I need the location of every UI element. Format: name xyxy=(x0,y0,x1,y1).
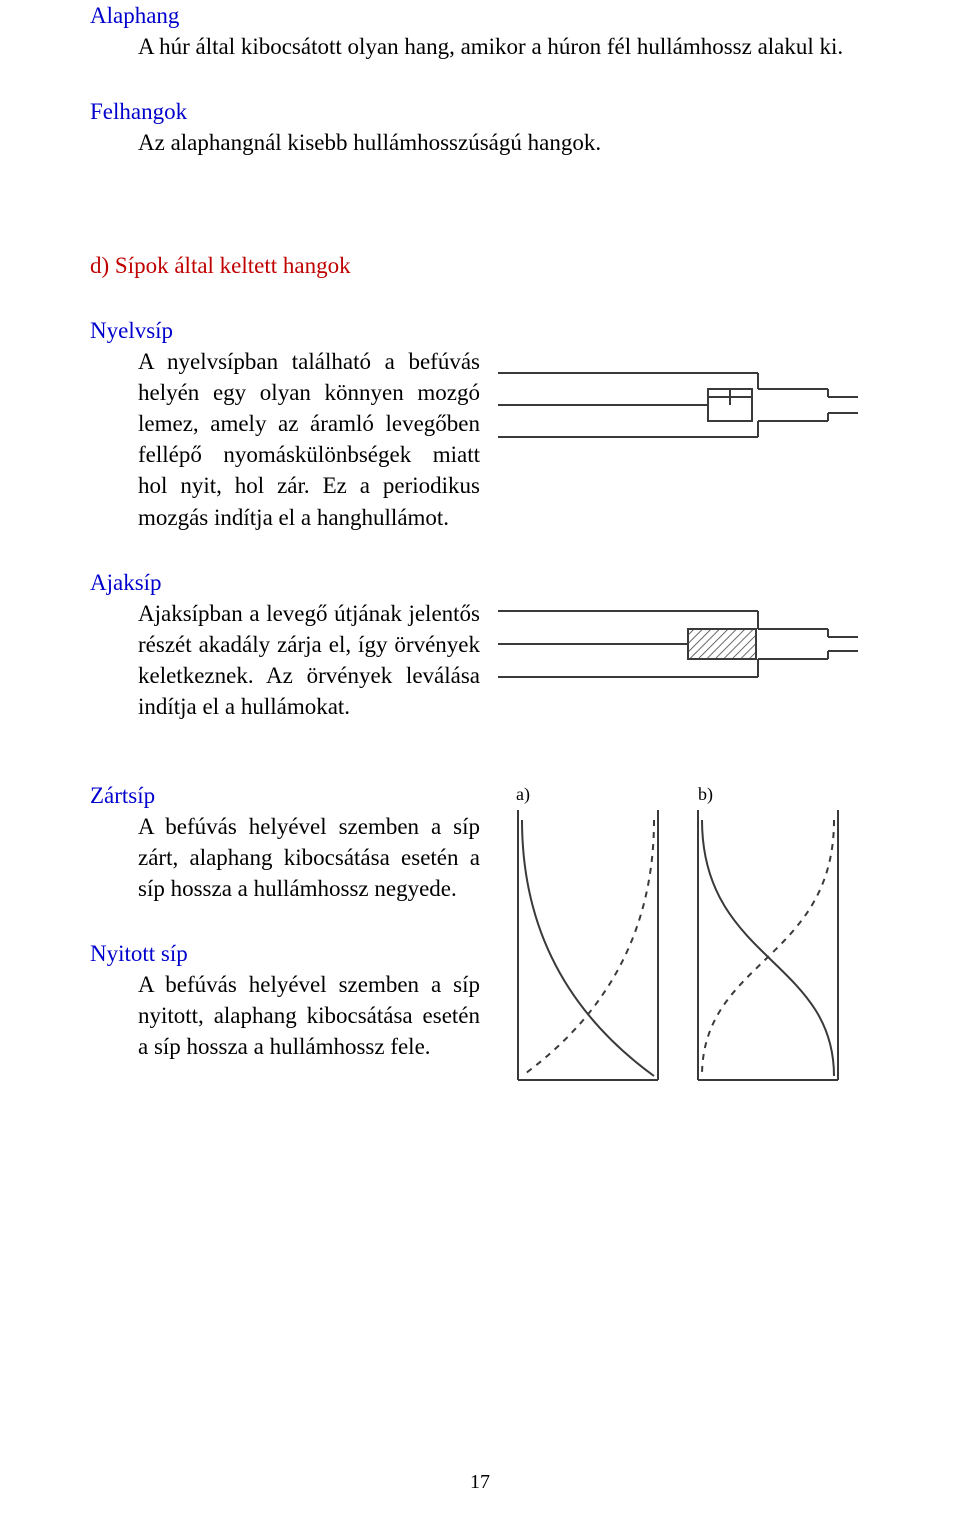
ajaksip-diagram-svg xyxy=(498,587,858,697)
text-col-nyelvsip: Nyelvsíp A nyelvsípban található a befúv… xyxy=(90,315,480,532)
page-number: 17 xyxy=(0,1471,960,1494)
pipe-modes-svg: a) b) xyxy=(498,780,858,1100)
term-alaphang: Alaphang xyxy=(90,0,870,31)
spacer xyxy=(90,904,480,938)
spacer xyxy=(90,158,870,216)
block-zart-nyitott: Zártsíp A befúvás helyével szemben a síp… xyxy=(90,780,870,1100)
term-felhangok: Felhangok xyxy=(90,96,870,127)
figure-pipe-modes: a) b) xyxy=(498,780,870,1100)
block-ajaksip: Ajaksíp Ajaksípban a levegő útjának jele… xyxy=(90,567,870,722)
figure-ajaksip xyxy=(498,567,870,697)
pipe-label-a: a) xyxy=(516,784,530,805)
spacer xyxy=(90,62,870,96)
term-nyitott-sip: Nyitott síp xyxy=(90,938,480,969)
text-col-zartsip: Zártsíp A befúvás helyével szemben a síp… xyxy=(90,780,480,1062)
document-page: Alaphang A húr által kibocsátott olyan h… xyxy=(0,0,960,1524)
def-zartsip: A befúvás helyével szemben a síp zárt, a… xyxy=(138,811,480,904)
spacer xyxy=(90,216,870,250)
term-ajaksip: Ajaksíp xyxy=(90,567,480,598)
def-ajaksip: Ajaksípban a levegő útjának jelentős rés… xyxy=(138,598,480,722)
spacer xyxy=(90,533,870,567)
def-nyitott-sip: A befúvás helyével szemben a síp nyitott… xyxy=(138,969,480,1062)
figure-nyelvsip xyxy=(498,315,870,465)
heading-sipok: d) Sípok által keltett hangok xyxy=(90,250,870,281)
text-col-ajaksip: Ajaksíp Ajaksípban a levegő útjának jele… xyxy=(90,567,480,722)
nyelvsip-diagram-svg xyxy=(498,345,858,465)
def-alaphang: A húr által kibocsátott olyan hang, amik… xyxy=(138,31,870,62)
spacer xyxy=(90,722,870,780)
pipe-label-b: b) xyxy=(698,784,713,805)
term-zartsip: Zártsíp xyxy=(90,780,480,811)
def-felhangok: Az alaphangnál kisebb hullámhosszúságú h… xyxy=(138,127,870,158)
term-nyelvsip: Nyelvsíp xyxy=(90,315,480,346)
spacer xyxy=(90,281,870,315)
block-nyelvsip: Nyelvsíp A nyelvsípban található a befúv… xyxy=(90,315,870,532)
def-nyelvsip: A nyelvsípban található a befúvás helyén… xyxy=(138,346,480,532)
